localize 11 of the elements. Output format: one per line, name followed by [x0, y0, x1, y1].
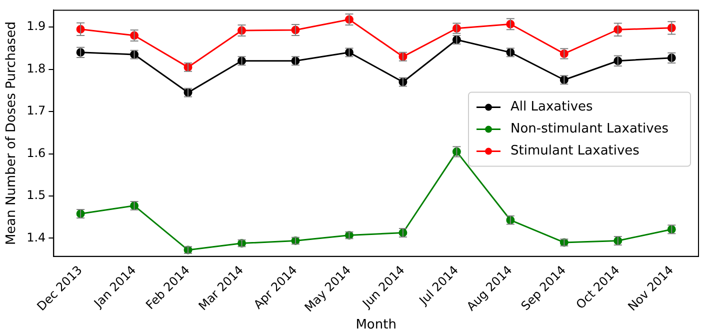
x-axis-title: Month	[356, 318, 396, 333]
legend-label: Non-stimulant Laxatives	[510, 122, 669, 137]
y-tick-label: 1.4	[26, 230, 46, 244]
y-tick-label: 1.6	[26, 146, 46, 160]
y-tick-label: 1.7	[26, 104, 46, 118]
y-tick-label: 1.8	[26, 61, 46, 76]
legend-label: Stimulant Laxatives	[510, 144, 640, 159]
legend-label: All Laxatives	[510, 100, 594, 115]
y-tick-label: 1.5	[26, 188, 46, 202]
y-axis-title: Mean Number of Doses Purchased	[4, 22, 20, 246]
y-tick-label: 1.9	[26, 19, 46, 34]
